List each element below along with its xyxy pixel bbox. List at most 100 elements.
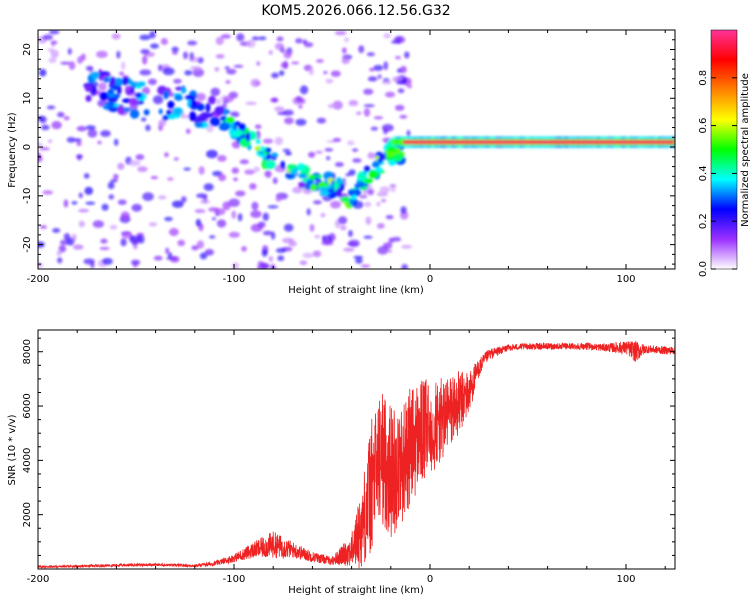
spectral-blob	[191, 245, 199, 251]
x-tick-label: 100	[616, 274, 635, 285]
spectral-blob	[222, 201, 231, 211]
y-tick-label: 6000	[22, 393, 33, 418]
spectral-blob	[250, 210, 262, 218]
spectral-blob	[267, 205, 279, 209]
spectral-blob	[50, 49, 59, 59]
spectral-blob	[274, 136, 284, 146]
spectral-blob	[375, 166, 383, 173]
spectral-blob	[390, 185, 396, 193]
spectral-blob	[295, 37, 303, 44]
spectral-blob	[223, 95, 234, 103]
spectral-blob	[277, 255, 285, 262]
spectral-blob	[341, 47, 347, 54]
spectral-blob	[180, 196, 187, 203]
spectral-blob	[302, 252, 314, 259]
spectral-blob	[169, 255, 180, 263]
spectral-blob	[233, 177, 238, 182]
snr-x-ticks: -200 -100 0 100	[27, 330, 666, 585]
spectral-blob	[377, 74, 382, 79]
colorbar-tick-label: 0.8	[698, 70, 709, 86]
spectral-blob	[141, 86, 151, 96]
spectral-blob	[142, 55, 148, 65]
spectral-blob	[399, 114, 408, 119]
spectral-blob	[199, 199, 210, 204]
spectral-blob	[135, 92, 143, 99]
spectral-blob	[199, 252, 208, 260]
spectral-blob	[347, 140, 355, 146]
spectral-blob	[236, 33, 245, 42]
spectral-blob	[147, 78, 157, 85]
colorbar-tick-label: 0.2	[698, 213, 709, 229]
spectral-blob	[195, 208, 203, 213]
spectral-blob	[249, 183, 257, 190]
colorbar-ticks: 0.0 0.2 0.4 0.6 0.8	[698, 70, 737, 277]
spectral-blob	[122, 78, 128, 86]
spectral-blob	[231, 210, 237, 219]
spectral-blob	[266, 153, 272, 160]
spectral-blob	[90, 71, 100, 78]
spectral-blob	[139, 34, 151, 41]
spectral-blob	[363, 235, 373, 239]
spectral-blob	[328, 187, 334, 196]
spectral-blob	[373, 64, 384, 72]
spectral-blob	[335, 187, 342, 197]
spectral-blob	[145, 124, 151, 132]
spectral-blob	[180, 88, 187, 93]
spectral-blob	[84, 84, 93, 92]
spectral-blob	[337, 216, 348, 225]
spectral-blob	[380, 199, 387, 203]
colorbar: 0.0 0.2 0.4 0.6 0.8 Normalized spectral ampl…	[698, 29, 750, 277]
spectral-blob	[394, 104, 405, 111]
spectral-blob	[66, 237, 75, 246]
spectral-blob	[327, 103, 336, 109]
spectral-blob	[385, 91, 396, 98]
spectral-blob	[298, 181, 306, 189]
spectral-blob	[216, 219, 227, 228]
spectral-blob	[109, 224, 118, 230]
spectral-blob	[364, 201, 372, 208]
spectral-blob	[87, 129, 98, 138]
spectral-blob	[312, 250, 322, 258]
spectral-blob	[184, 95, 196, 100]
spectral-blob	[76, 140, 82, 147]
spectral-blob	[330, 70, 341, 77]
spectral-blob	[206, 149, 218, 159]
spectral-blob	[205, 103, 211, 113]
spectral-blob	[333, 181, 339, 191]
spectral-blob	[49, 30, 60, 35]
spectral-blob	[315, 59, 324, 63]
spectral-blob	[306, 208, 311, 216]
spectral-blob	[299, 260, 308, 266]
spectral-blob	[325, 78, 334, 84]
spectral-blob	[390, 40, 400, 44]
spectral-blob	[47, 48, 54, 52]
spectral-blob	[208, 207, 220, 212]
spectral-blob	[241, 246, 247, 252]
spectral-blob	[245, 132, 251, 142]
spectral-blob	[189, 52, 195, 61]
spectral-blob	[57, 257, 63, 264]
spectral-blob	[254, 124, 262, 130]
spectral-blob	[132, 244, 138, 250]
spectral-blob	[190, 98, 196, 106]
spectral-blob	[303, 42, 314, 48]
spectral-blob	[109, 76, 116, 86]
spectral-blob	[270, 97, 279, 103]
spectral-blob	[304, 182, 311, 191]
spectrogram-x-axis-label: Height of straight line (km)	[288, 285, 424, 296]
spectral-blob	[103, 104, 109, 110]
colorbar-tick-label: 0.6	[698, 118, 709, 134]
spectral-blob	[349, 198, 354, 206]
spectral-blob	[174, 94, 183, 101]
spectral-blob	[187, 40, 198, 46]
spectral-blob	[255, 132, 261, 141]
spectrogram-y-ticks: -20 -10 0 10 20	[22, 29, 675, 265]
spectral-blob	[60, 61, 71, 65]
spectral-blob	[332, 100, 343, 110]
spectral-blob	[295, 118, 307, 126]
x-tick-label: -200	[27, 274, 50, 285]
spectral-blob	[377, 246, 389, 255]
spectral-blob	[228, 231, 240, 238]
spectral-blob	[358, 45, 365, 54]
spectrogram-x-ticks: -200 -100 0 100	[27, 30, 666, 285]
